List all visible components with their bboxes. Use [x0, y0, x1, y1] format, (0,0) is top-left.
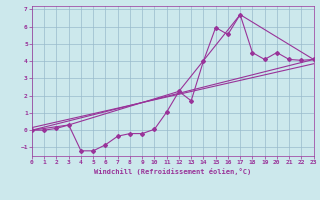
X-axis label: Windchill (Refroidissement éolien,°C): Windchill (Refroidissement éolien,°C): [94, 168, 252, 175]
